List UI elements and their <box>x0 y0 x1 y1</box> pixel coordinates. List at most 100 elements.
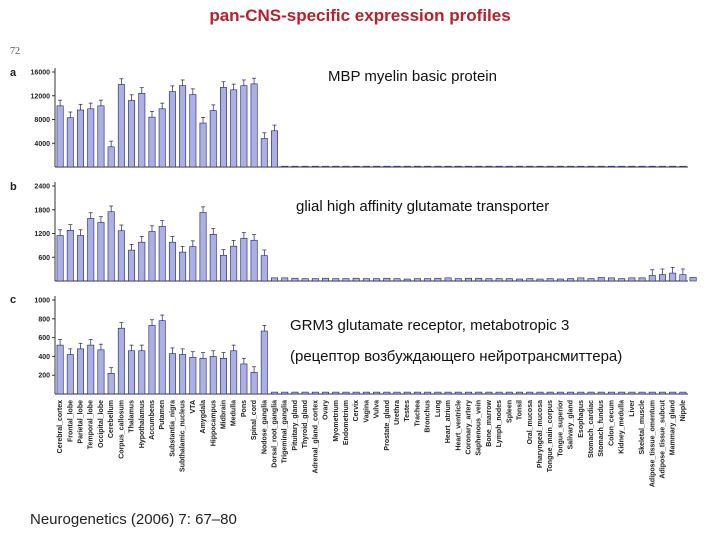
panel-c-bar <box>444 391 452 395</box>
panel-b-bar <box>475 277 483 282</box>
panel-c-bar <box>587 391 595 395</box>
panel-a-bar <box>311 165 319 168</box>
x-tick-label: Midbrain <box>220 400 227 429</box>
x-tick-label: Heart_atrium <box>445 400 452 443</box>
panel-c-bar <box>322 391 330 395</box>
panel-b-bar <box>158 226 166 282</box>
panel-a-bar <box>413 165 421 168</box>
x-tick-label: Vulva <box>374 400 381 419</box>
panel-c-bar <box>618 391 626 395</box>
x-tick-label: Urethra <box>394 400 401 425</box>
panel-b-bar <box>281 277 289 282</box>
page-title: pan-CNS-specific expression profiles <box>209 6 511 25</box>
panel-a-bar <box>475 165 483 168</box>
panel-a-letter: a <box>10 67 17 79</box>
panel-c-ytick-label: 1000 <box>34 298 50 305</box>
panel-c-bar <box>291 391 299 395</box>
x-tick-label: Adrenal_gland_cortex <box>312 400 319 474</box>
panel-a-bar <box>373 165 381 168</box>
panel-c-annotation-line1: GRM3 glutamate receptor, metabotropic 3 <box>290 317 569 334</box>
x-tick-label: Accumbens <box>149 400 156 440</box>
x-tick-label: Thyroid_gland <box>302 400 309 448</box>
panel-b-ytick-label: 1200 <box>34 231 50 238</box>
panel-a-bar <box>567 165 575 168</box>
panel-a-bar <box>56 105 64 168</box>
panel-b-bar <box>648 275 656 282</box>
x-tick-label: Adipose_tissue_omentum <box>649 400 656 487</box>
panel-a-bar <box>281 165 289 168</box>
panel-c-bar <box>454 391 462 395</box>
panel-c-bar <box>179 354 187 395</box>
panel-b-bar <box>485 278 493 282</box>
x-tick-label: Amygdala <box>200 400 207 434</box>
panel-b-bar <box>424 278 432 282</box>
panel-b-bar <box>352 277 360 282</box>
panel-a-bar <box>158 108 166 168</box>
panel-c-bar <box>199 357 207 395</box>
x-tick-label: Nodose_ganglia <box>261 400 268 454</box>
panel-a-bar <box>618 165 626 168</box>
panel-b-bar <box>577 277 585 282</box>
panel-a-bar <box>179 85 187 168</box>
x-tick-label: Stomach_cardiac <box>588 400 595 458</box>
x-tick-label: Hypothalamus <box>139 400 146 448</box>
panel-c-ytick-label: 600 <box>38 335 50 342</box>
panel-b-bar <box>403 278 411 282</box>
panel-c-bar <box>628 391 636 395</box>
panel-b-bar <box>434 277 442 282</box>
panel-b-bar <box>311 278 319 282</box>
panel-a-bar <box>332 165 340 168</box>
panel-c-ytick-label: 200 <box>38 373 50 380</box>
panel-b-bar <box>138 241 146 282</box>
panel-c-ytick-label: 400 <box>38 354 50 361</box>
panel-b-bar <box>291 277 299 282</box>
x-tick-label: Colon_cecum <box>608 400 615 446</box>
panel-a-bar <box>219 87 227 168</box>
panel-c-bar <box>342 391 350 395</box>
panel-a-bar <box>97 105 105 168</box>
x-tick-label: Testes <box>404 400 411 422</box>
x-tick-label: Esophagus <box>578 400 585 438</box>
x-tick-label: Heart_ventricle <box>455 400 462 451</box>
panel-c-bar <box>128 350 136 395</box>
panel-b-bar <box>393 278 401 282</box>
x-tick-label: Vagina <box>363 400 370 423</box>
panel-b-bar <box>128 249 136 282</box>
panel-c-bar <box>301 391 309 395</box>
panel-a-bar <box>587 165 595 168</box>
panel-a-bar <box>424 165 432 168</box>
x-tick-label: Oral_mucosa <box>527 400 534 444</box>
x-tick-label: Frontal_lobe <box>67 400 74 442</box>
x-tick-label: Corpus_callosum <box>118 400 125 459</box>
panel-c-bar <box>66 354 74 395</box>
x-tick-label: Bone_marrow <box>486 399 493 446</box>
panel-b-bar <box>505 278 513 282</box>
panel-a-bar <box>444 165 452 168</box>
panel-b-letter: b <box>10 181 17 193</box>
panel-b-bar <box>516 278 524 282</box>
panel-a-bar <box>352 165 360 168</box>
panel-a-bar <box>230 89 238 168</box>
panel-a-bar <box>250 83 258 168</box>
panel-a-chart: 4000 8000 12000 16000 <box>31 68 688 168</box>
x-tick-label: Hippocampus <box>210 400 217 446</box>
panel-b-bar <box>618 278 626 282</box>
panel-b-ytick-label: 1800 <box>34 207 50 214</box>
panel-c-bar <box>526 391 534 395</box>
panel-c-bar <box>77 348 84 395</box>
x-tick-label: Cervix <box>353 400 360 422</box>
panel-c-bar <box>638 391 646 395</box>
panel-b-bar <box>413 278 421 282</box>
panel-c-bar <box>659 391 666 395</box>
panel-a-bar <box>87 108 95 168</box>
panel-a-bar <box>679 165 687 168</box>
panel-b-bar <box>536 278 544 282</box>
panel-a-bar <box>597 165 605 168</box>
panel-b-bar <box>168 241 176 282</box>
panel-b-bar <box>250 239 258 282</box>
x-tick-label: Putamen <box>159 400 166 430</box>
panel-c-bar <box>505 391 513 395</box>
panel-a-ytick-label: 8000 <box>34 117 50 124</box>
x-tick-label: Dorsal_root_ganglia <box>272 400 279 468</box>
panel-a-bar <box>199 122 207 168</box>
